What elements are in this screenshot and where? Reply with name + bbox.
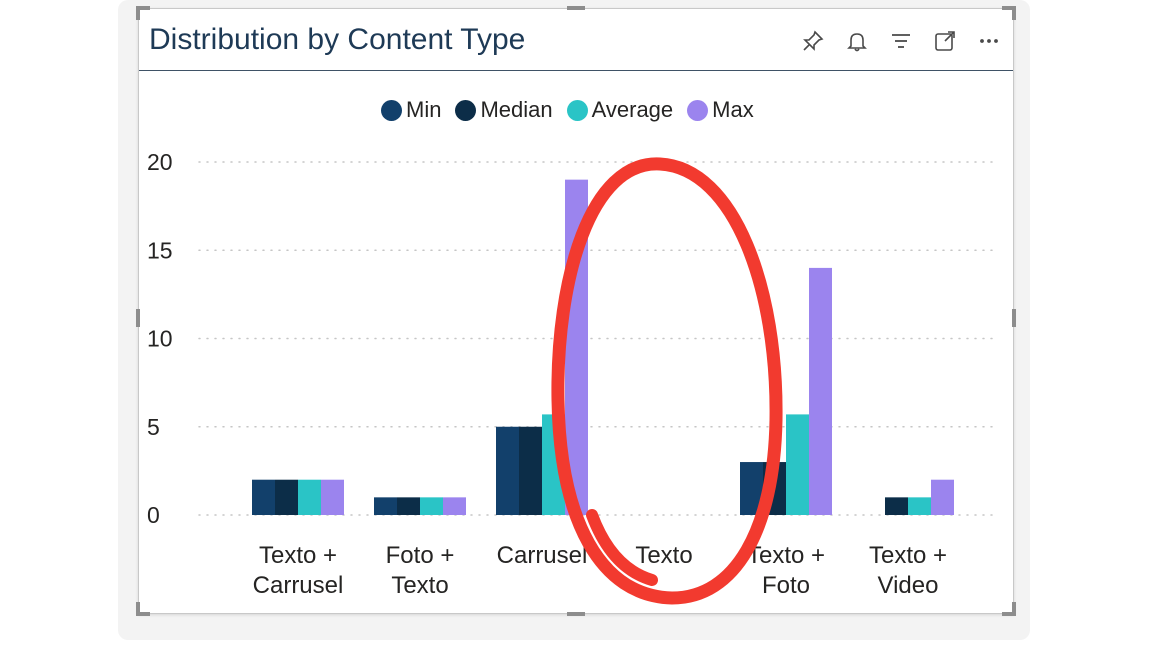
legend-item-median[interactable]: Median [455,97,553,123]
bar-max [809,267,832,515]
bar-min [252,479,275,515]
resize-handle-top-right-v[interactable] [1012,6,1016,20]
bar-median [397,497,420,515]
bar-max [931,479,954,515]
legend-marker-average [566,99,588,121]
bar-average [542,414,565,515]
bar-average [298,479,321,515]
bar-median [885,497,908,515]
legend-label-average: Average [591,97,674,122]
pin-icon[interactable] [797,25,829,57]
x-category-label: Texto [635,542,692,569]
x-category-label: Foto [762,572,810,599]
resize-handle-top[interactable] [567,6,585,10]
legend-label-median: Median [480,97,553,122]
visual-header-toolbar [797,25,1005,57]
bar-chart-plot: 0 5 10 15 20 Texto + Carrusel Foto + Texto Carrus… [147,149,998,599]
bar-min [740,462,763,515]
x-category-label: Carrusel [253,572,344,599]
bar-average [908,497,931,515]
bar-max [565,179,588,515]
resize-handle-right[interactable] [1012,309,1016,327]
bar-median [275,479,298,515]
legend-item-max[interactable]: Max [687,97,754,123]
x-category-label: Texto + [869,542,947,569]
resize-handle-bottom-left-v[interactable] [136,602,140,616]
bar-min [374,497,397,515]
bell-icon[interactable] [841,25,873,57]
x-category-label: Texto [391,572,448,599]
chart-title: Distribution by Content Type [149,23,526,56]
y-tick-label: 10 [147,326,173,352]
filter-icon[interactable] [885,25,917,57]
resize-handle-top-right[interactable] [1002,6,1016,10]
bar-median [519,426,542,515]
bar-average [420,497,443,515]
more-options-icon[interactable] [973,25,1005,57]
resize-handle-bottom-right-v[interactable] [1012,602,1016,616]
chart-visual[interactable]: Distribution by Content Type [136,6,1016,616]
focus-mode-icon[interactable] [929,25,961,57]
resize-handle-top-left-v[interactable] [136,6,140,20]
bar-median [763,462,786,515]
x-category-label: Video [878,572,939,599]
resize-handle-bottom-right[interactable] [1002,612,1016,616]
y-tick-label: 20 [147,149,173,175]
legend-item-min[interactable]: Min [381,97,441,123]
legend-marker-max [687,99,709,121]
legend-marker-median [455,99,477,121]
chart-legend: Min Median Average Max [381,97,754,123]
x-category-label: Texto + [747,542,825,569]
legend-item-average[interactable]: Average [566,97,674,123]
resize-handle-bottom-left[interactable] [136,612,150,616]
bar-average [786,414,809,515]
resize-handle-bottom[interactable] [567,612,585,616]
legend-label-min: Min [406,97,442,122]
resize-handle-top-left[interactable] [136,6,150,10]
y-tick-label: 0 [147,502,160,528]
x-category-label: Carrusel [497,542,588,569]
bar-max [443,497,466,515]
x-category-label: Texto + [259,542,337,569]
x-category-label: Foto + [386,542,455,569]
y-tick-label: 15 [147,237,173,263]
resize-handle-left[interactable] [136,309,140,327]
bar-min [496,426,519,515]
title-divider [139,70,1013,71]
y-tick-label: 5 [147,414,160,440]
bar-max [321,479,344,515]
legend-marker-min [381,99,402,121]
legend-label-max: Max [712,97,754,122]
